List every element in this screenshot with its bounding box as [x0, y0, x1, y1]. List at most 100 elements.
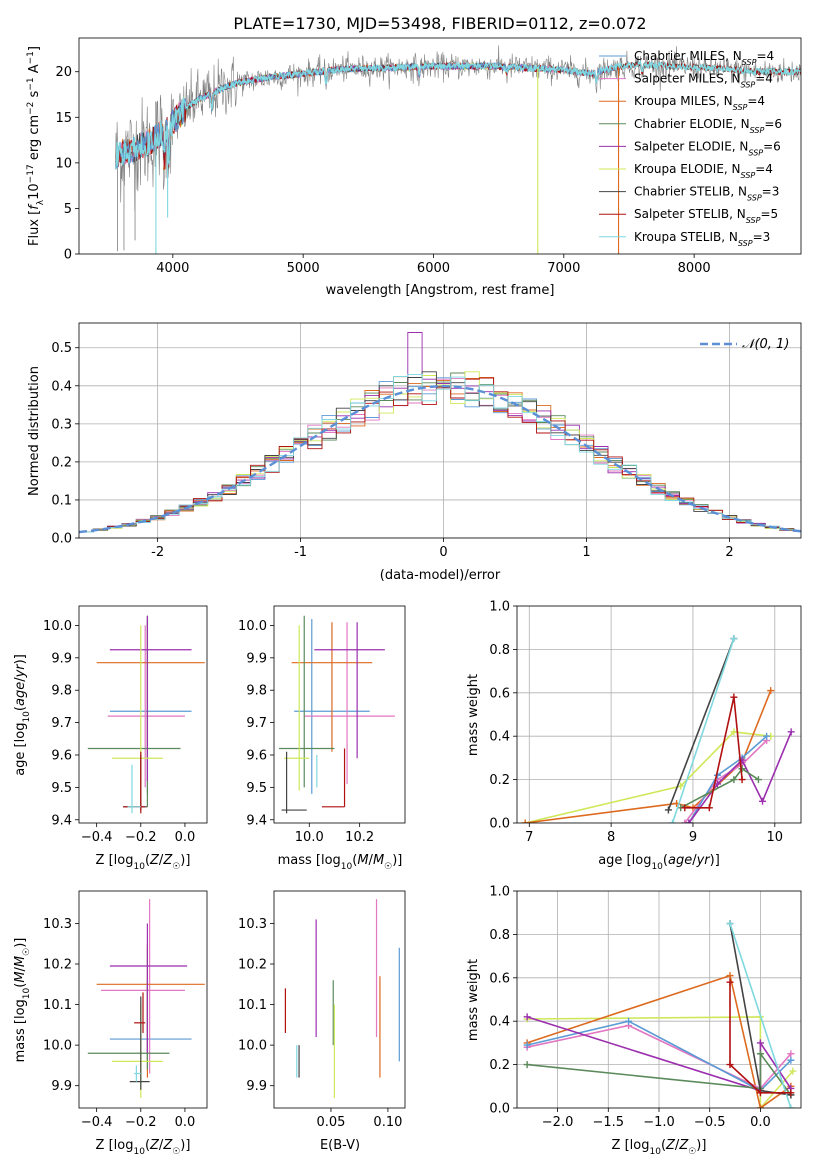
label-part: −1: [26, 51, 36, 64]
label-part: wavelength [Angstrom, rest frame]: [326, 283, 555, 298]
panel-residuals: -2 -1 0 1 2 0.0 0.1 0.2 0.3 0.4 0.5 (data-model)/er…: [27, 322, 802, 583]
y-tick-label: 9.8: [51, 684, 72, 699]
x-tick-label: 4000: [156, 261, 189, 276]
legend-suffix: =4: [755, 162, 773, 176]
x-tick-label: −1.0: [643, 1115, 675, 1130]
y-tick-label: 9.5: [51, 781, 72, 796]
x-tick-label: 1: [582, 545, 590, 560]
y-tick-label: 9.5: [246, 781, 267, 796]
x-tick-label: −2.0: [542, 1115, 574, 1130]
y-tick-label: 0.2: [489, 1058, 510, 1073]
x-tick-label: 0.0: [750, 1115, 771, 1130]
y-tick-label: 10.1: [43, 998, 72, 1013]
y-tick-label: 0.4: [51, 379, 72, 394]
y-tick-label: 0: [64, 248, 72, 263]
label-part: Z: [162, 1138, 173, 1153]
label-part: 10: [27, 183, 42, 200]
model-spectrum-chabrier_miles: [115, 61, 617, 170]
weight-marker-kroupa_stelib: [787, 1104, 795, 1108]
weight-marker-chabrier_miles: [625, 1017, 633, 1025]
weight-marker-salpeter_stelib: [726, 1061, 734, 1069]
weight-marker-salpeter_miles: [787, 1050, 795, 1058]
weight-line-kroupa_miles: [526, 974, 792, 1108]
legend-suffix: =6: [764, 117, 782, 131]
label-part: Z: [162, 853, 173, 868]
weight-marker-salpeter_elodie: [756, 1039, 764, 1047]
legend-suffix: =4: [756, 49, 774, 63]
weight-marker-chabrier_miles: [763, 732, 771, 740]
weight-marker-kroupa_miles: [726, 972, 734, 980]
axes-frame: [273, 890, 406, 1109]
label-part: ]: [27, 46, 42, 51]
y-axis-label: mass weight: [466, 674, 481, 756]
weight-marker-kroupa_stelib: [730, 635, 738, 643]
legend-suffix: =6: [763, 139, 781, 153]
y-tick-label: 10: [55, 156, 72, 171]
y-tick-label: 9.4: [51, 813, 72, 828]
plot-area: [79, 323, 801, 538]
label-part: 10: [22, 711, 32, 723]
weight-marker-chabrier_elodie: [754, 776, 762, 784]
label-part: 10: [22, 987, 32, 999]
weight-marker-salpeter_stelib: [726, 978, 734, 986]
label-part: (: [663, 853, 668, 868]
x-axis-label: (data-model)/error: [380, 568, 501, 583]
weight-marker-chabrier_elodie: [523, 1061, 531, 1069]
y-tick-label: 9.8: [246, 684, 267, 699]
weight-marker-kroupa_miles: [521, 819, 529, 823]
legend-text: Kroupa ELODIE, N: [634, 162, 741, 176]
x-tick-label: −0.2: [125, 1115, 157, 1130]
legend-label-salpeter_stelib: Salpeter STELIB, NSSP=5: [634, 207, 778, 225]
y-tick-label: 0.5: [51, 341, 72, 356]
label-part: ☉: [22, 948, 32, 956]
weight-line-salpeter_elodie: [688, 731, 792, 823]
label-part: (: [145, 1138, 150, 1153]
label-part: Normed distribution: [27, 366, 42, 496]
y-tick-label: 20: [55, 65, 72, 80]
weight-marker-salpeter_stelib: [705, 804, 713, 812]
y-tick-label: 5: [64, 202, 72, 217]
legend-text: Chabrier STELIB, N: [634, 185, 747, 199]
label-part: age [log: [598, 853, 651, 868]
y-tick-label: 9.9: [51, 651, 72, 666]
legend-text: Chabrier MILES, N: [634, 49, 742, 63]
legend-text: Salpeter STELIB, N: [634, 207, 746, 221]
label-part: A: [27, 64, 42, 77]
y-tick-label: 0.2: [489, 773, 510, 788]
y-tick-label: 0.0: [51, 532, 72, 547]
legend-text: Chabrier ELODIE, N: [634, 117, 750, 131]
weight-marker-kroupa_miles: [767, 687, 775, 695]
weight-line-chabrier_elodie: [680, 767, 759, 809]
model-spectrum-chabrier_elodie: [159, 61, 538, 164]
legend-label-chabrier_elodie: Chabrier ELODIE, NSSP=6: [634, 117, 782, 135]
legend-label-kroupa_elodie: Kroupa ELODIE, NSSP=4: [634, 162, 773, 180]
legend-sub: SSP: [733, 103, 748, 112]
y-tick-label: 10.3: [238, 917, 267, 932]
label-part: /: [675, 1138, 680, 1153]
label-part: yr: [696, 853, 712, 868]
legend-label-salpeter_elodie: Salpeter ELODIE, NSSP=6: [634, 139, 781, 157]
label-part: E(B-V): [320, 1138, 360, 1153]
weight-marker-salpeter_elodie: [523, 1013, 531, 1021]
y-tick-label: 0.6: [489, 971, 510, 986]
plot-area: [114, 45, 801, 254]
y-tick-label: 0.8: [489, 643, 510, 658]
label-part: M: [373, 853, 384, 868]
y-tick-label: 10.0: [238, 1039, 267, 1054]
weight-marker-salpeter_elodie: [759, 797, 767, 805]
legend-label-salpeter_miles: Salpeter MILES, NSSP=4: [634, 72, 773, 90]
histogram-kroupa_stelib: [79, 373, 801, 533]
panel-age_vs_mass: 10.0 10.2 9.4 9.5 9.6 9.7 9.8 9.9 10.0 mass [log1…: [238, 605, 406, 872]
x-tick-label: 5000: [287, 261, 320, 276]
histogram-chabrier_miles: [79, 377, 801, 533]
x-axis-label: mass [log10(M/M☉)]: [278, 853, 403, 872]
y-tick-label: 0.0: [489, 817, 510, 832]
figure-title: PLATE=1730, MJD=53498, FIBERID=0112, z=0…: [233, 14, 646, 33]
normal-curve: [79, 384, 801, 534]
plot-area: [517, 891, 801, 1108]
weight-line-kroupa_stelib: [671, 638, 735, 823]
x-tick-label: -2: [151, 545, 164, 560]
weight-marker-kroupa_elodie: [789, 1067, 797, 1075]
label-part: M: [13, 956, 28, 967]
